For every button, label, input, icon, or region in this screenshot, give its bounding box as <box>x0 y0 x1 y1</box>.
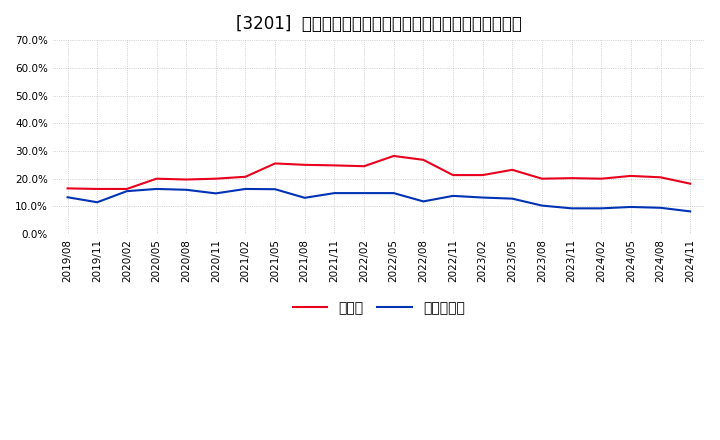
有利子負債 <box>152 186 161 191</box>
有利子負債 <box>300 195 309 201</box>
現預金 <box>390 153 398 158</box>
有利子負債 <box>567 206 576 211</box>
Legend: 現預金, 有利子負債: 現預金, 有利子負債 <box>287 295 471 320</box>
現預金 <box>449 172 457 178</box>
現預金 <box>93 186 102 191</box>
現預金 <box>538 176 546 181</box>
現預金 <box>300 162 309 168</box>
有利子負債 <box>63 194 72 200</box>
Line: 有利子負債: 有利子負債 <box>68 189 690 211</box>
有利子負債 <box>93 200 102 205</box>
有利子負債 <box>449 193 457 198</box>
有利子負債 <box>508 196 517 201</box>
有利子負債 <box>390 191 398 196</box>
有利子負債 <box>538 203 546 208</box>
現預金 <box>478 172 487 178</box>
有利子負債 <box>419 199 428 204</box>
現預金 <box>63 186 72 191</box>
現預金 <box>212 176 220 181</box>
現預金 <box>360 164 369 169</box>
有利子負債 <box>686 209 695 214</box>
有利子負債 <box>212 191 220 196</box>
有利子負債 <box>656 205 665 210</box>
現預金 <box>182 177 191 182</box>
有利子負債 <box>478 195 487 200</box>
現預金 <box>271 161 279 166</box>
現預金 <box>419 157 428 162</box>
有利子負債 <box>182 187 191 192</box>
有利子負債 <box>241 186 250 191</box>
有利子負債 <box>597 206 606 211</box>
現預金 <box>656 175 665 180</box>
有利子負債 <box>122 188 131 194</box>
現預金 <box>626 173 635 179</box>
現預金 <box>122 186 131 191</box>
Line: 現預金: 現預金 <box>68 156 690 189</box>
現預金 <box>508 167 517 172</box>
現預金 <box>152 176 161 181</box>
有利子負債 <box>360 191 369 196</box>
有利子負債 <box>271 187 279 192</box>
現預金 <box>241 174 250 180</box>
有利子負債 <box>330 191 338 196</box>
現預金 <box>597 176 606 181</box>
現預金 <box>567 176 576 181</box>
現預金 <box>686 181 695 186</box>
Title: [3201]  現預金、有利子負債の総資産に対する比率の推移: [3201] 現預金、有利子負債の総資産に対する比率の推移 <box>236 15 522 33</box>
有利子負債 <box>626 204 635 209</box>
現預金 <box>330 163 338 168</box>
